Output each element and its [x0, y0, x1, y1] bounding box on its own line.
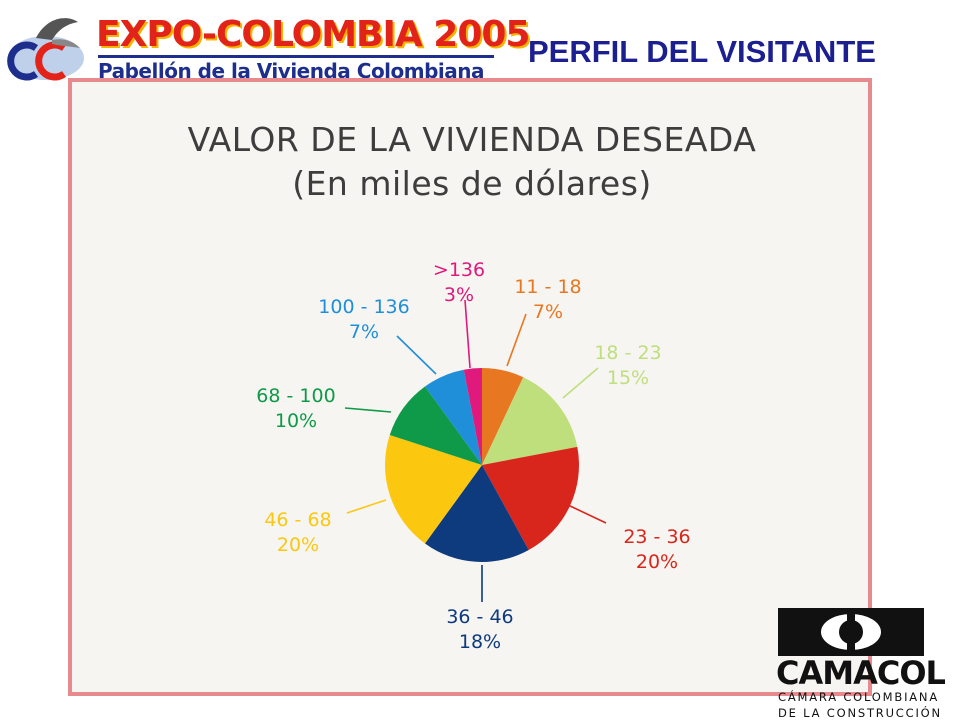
slice-value-label: 7% [349, 321, 379, 343]
slice-label: 23 - 36 [623, 526, 690, 548]
camacol-line-1: CÁMARA COLOMBIANA [778, 690, 940, 704]
leader-line [346, 499, 387, 514]
leader-line [344, 407, 392, 413]
dove-emblem-icon [7, 18, 84, 81]
slice-label: 46 - 68 [264, 509, 331, 531]
pie-slice [389, 386, 482, 465]
slice-value-label: 18% [459, 631, 501, 653]
pie-slice [482, 446, 579, 551]
slice-label: 11 - 18 [514, 276, 581, 298]
slice-label: 100 - 136 [318, 296, 409, 318]
pie-slice [424, 465, 529, 562]
slice-label: >136 [433, 259, 485, 281]
pie-slice [424, 369, 482, 465]
section-title: PERFIL DEL VISITANTE [528, 34, 876, 69]
camacol-logo: CAMACOL CÁMARA COLOMBIANA DE LA CONSTRUC… [770, 606, 960, 720]
chart-title: VALOR DE LA VIVIENDA DESEADA [187, 120, 757, 159]
camacol-emblem-box [778, 608, 924, 656]
slice-value-label: 10% [275, 410, 317, 432]
pie-slice [463, 368, 482, 465]
pie-slice [384, 435, 482, 544]
slice-value-label: 3% [444, 284, 474, 306]
logo-title: EXPO-COLOMBIA 2005 [96, 14, 530, 55]
leader-line [506, 313, 527, 367]
leader-line [567, 504, 607, 524]
camacol-name: CAMACOL [776, 654, 946, 692]
slice-value-label: 20% [636, 551, 678, 573]
slice-label: 18 - 23 [594, 342, 661, 364]
slice-label: 36 - 46 [446, 606, 513, 628]
chart-subtitle: (En miles de dólares) [292, 164, 652, 203]
logo-rule [98, 55, 494, 58]
camacol-emblem-icon [821, 612, 881, 652]
slice-value-label: 15% [607, 367, 649, 389]
leader-line [396, 335, 437, 375]
pie-slice [482, 377, 578, 465]
pie-slice [482, 368, 524, 465]
slice-value-label: 7% [533, 301, 563, 323]
slice-value-label: 20% [277, 534, 319, 556]
leader-line [562, 367, 599, 399]
leader-line [464, 299, 471, 369]
chart-title-block: VALOR DE LA VIVIENDA DESEADA (En miles d… [72, 118, 872, 206]
slice-label: 68 - 100 [256, 385, 335, 407]
camacol-line-2: DE LA CONSTRUCCIÓN [778, 706, 942, 720]
